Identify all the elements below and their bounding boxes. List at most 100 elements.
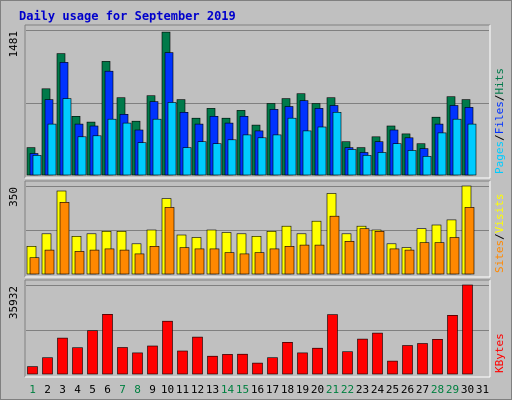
bar-pages-day-8	[137, 142, 147, 176]
bar-kbytes-day-29	[447, 314, 458, 375]
bar-sites-day-16	[254, 252, 265, 275]
bar-pages-day-19	[302, 130, 312, 176]
bar-pages-day-4	[77, 136, 87, 176]
bar-pages-day-12	[197, 141, 207, 176]
bar-kbytes-day-3	[57, 337, 68, 375]
bar-sites-day-4	[74, 251, 85, 275]
bar-kbytes-day-13	[207, 355, 218, 375]
bar-kbytes-day-26	[402, 345, 413, 375]
bar-sites-day-11	[179, 247, 190, 275]
bar-pages-day-9	[152, 118, 162, 176]
bar-sites-day-8	[134, 253, 145, 275]
bar-pages-day-27	[422, 156, 432, 176]
bar-pages-day-11	[182, 147, 192, 176]
panel-hits_files_pages: 1481 Pages/Files/Hits	[7, 24, 506, 179]
bar-kbytes-day-16	[252, 362, 263, 375]
bar-kbytes-day-4	[72, 347, 83, 375]
bar-kbytes-day-27	[417, 343, 428, 375]
bar-sites-day-9	[149, 246, 160, 275]
bar-sites-day-7	[119, 249, 130, 275]
bar-sites-day-17	[269, 248, 280, 275]
bar-sites-day-1	[29, 257, 40, 275]
bar-pages-day-17	[272, 134, 282, 176]
bar-kbytes-day-10	[162, 320, 173, 375]
bar-kbytes-day-8	[132, 352, 143, 375]
bar-sites-day-26	[404, 249, 415, 275]
bar-sites-day-6	[104, 248, 115, 275]
day-label-23: 23	[356, 383, 369, 396]
day-label-5: 5	[89, 383, 96, 396]
day-label-3: 3	[59, 383, 66, 396]
bar-sites-day-2	[44, 249, 55, 275]
bar-sites-day-18	[284, 246, 295, 275]
side-legend-kbytes: KBytes	[493, 333, 506, 373]
bar-kbytes-day-12	[192, 336, 203, 375]
bar-pages-day-29	[452, 118, 462, 176]
bar-kbytes-day-17	[267, 357, 278, 375]
legend-sites: Sites	[493, 240, 506, 273]
bar-kbytes-day-9	[147, 345, 158, 375]
day-labels: 1 2 3 4 5 6 7 8 9 10 11 12 13 14 15 16 17 18 19 20 21 22 23 24 2…	[29, 383, 489, 396]
bar-kbytes-day-7	[117, 347, 128, 375]
y-axis-max-label: 35932	[7, 286, 20, 319]
day-label-2: 2	[44, 383, 51, 396]
day-label-30: 30	[461, 383, 474, 396]
bar-sites-day-5	[89, 249, 100, 275]
day-label-6: 6	[104, 383, 111, 396]
bar-pages-day-7	[122, 122, 132, 176]
bar-kbytes-day-25	[387, 360, 398, 375]
bar-sites-day-30	[464, 207, 475, 275]
bar-pages-day-5	[92, 135, 102, 176]
legend-visits: Visits	[493, 194, 506, 234]
day-label-21: 21	[326, 383, 339, 396]
day-label-20: 20	[311, 383, 324, 396]
bar-sites-day-22	[344, 241, 355, 275]
day-label-7: 7	[119, 383, 126, 396]
bar-pages-day-13	[212, 143, 222, 176]
day-label-27: 27	[416, 383, 429, 396]
bar-pages-day-1	[32, 155, 42, 176]
day-label-14: 14	[221, 383, 235, 396]
bar-kbytes-day-19	[297, 352, 308, 375]
bar-pages-day-21	[332, 112, 342, 176]
bar-sites-day-3	[59, 202, 70, 275]
day-label-11: 11	[176, 383, 189, 396]
bar-sites-day-23	[359, 228, 370, 275]
legend-hits: Hits	[493, 68, 506, 95]
bar-sites-day-13	[209, 248, 220, 275]
bar-pages-day-2	[47, 123, 57, 176]
bar-kbytes-day-21	[327, 314, 338, 375]
bar-pages-day-10	[167, 102, 177, 176]
bar-pages-day-22	[347, 149, 357, 176]
bar-pages-day-20	[317, 126, 327, 176]
side-legend-hits_files_pages: Pages/Files/Hits	[493, 68, 506, 174]
bar-pages-day-3	[62, 98, 72, 176]
y-axis-max-label: 1481	[7, 31, 20, 58]
bar-kbytes-day-22	[342, 351, 353, 375]
bar-kbytes-day-11	[177, 350, 188, 375]
day-label-10: 10	[161, 383, 174, 396]
bar-kbytes-day-5	[87, 330, 98, 375]
day-label-28: 28	[431, 383, 444, 396]
day-label-4: 4	[74, 383, 81, 396]
legend-separator: /	[493, 95, 506, 102]
bar-pages-day-18	[287, 117, 297, 176]
panel-visits_sites: 350 Sites/Visits	[7, 180, 506, 278]
bar-sites-day-28	[434, 242, 445, 275]
legend-kbytes: KBytes	[493, 333, 506, 373]
day-label-31: 31	[476, 383, 489, 396]
legend-files: Files	[493, 101, 506, 134]
bar-kbytes-day-18	[282, 341, 293, 375]
bar-sites-day-12	[194, 248, 205, 275]
bar-sites-day-25	[389, 248, 400, 275]
day-label-1: 1	[29, 383, 36, 396]
day-label-17: 17	[266, 383, 279, 396]
bar-pages-day-15	[242, 134, 252, 176]
bar-sites-day-24	[374, 231, 385, 275]
bar-kbytes-day-30	[462, 284, 473, 375]
bar-pages-day-30	[467, 123, 477, 176]
legend-separator: /	[493, 134, 506, 141]
chart-title: Daily usage for September 2019	[19, 9, 236, 23]
day-label-15: 15	[236, 383, 249, 396]
day-label-29: 29	[446, 383, 459, 396]
